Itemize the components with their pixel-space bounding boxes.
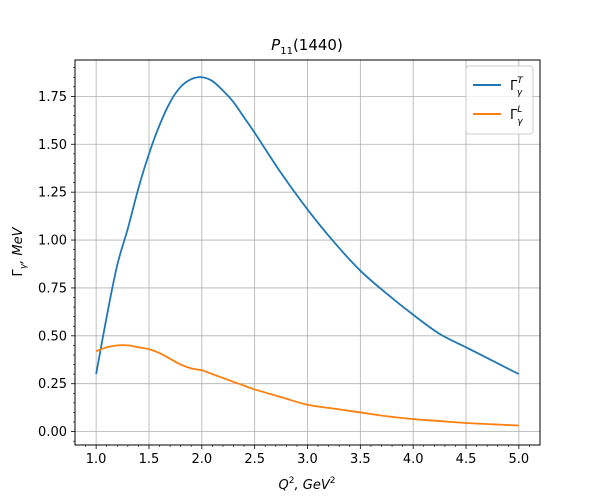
x-tick-label: 3.0 — [297, 452, 318, 467]
x-tick-label: 1.5 — [139, 452, 160, 467]
y-tick-label: 0.50 — [38, 329, 67, 344]
y-tick-label: 0.00 — [38, 425, 67, 440]
series-layer — [95, 76, 520, 427]
legend: ΓT γ ΓL γ — [465, 65, 534, 135]
legend-label-longitudinal: ΓL γ — [510, 105, 523, 127]
x-tick-label: 1.0 — [86, 452, 107, 467]
legend-label-longitudinal-greek: Γ — [510, 108, 518, 123]
legend-box — [465, 65, 534, 135]
y-axis-label-greek: Γ — [11, 268, 26, 276]
series-line-longitudinal — [95, 344, 519, 427]
y-tick-label: 1.00 — [38, 234, 67, 249]
y-axis-label-rest: , MeV — [11, 226, 26, 263]
y-tick-label: 1.75 — [38, 90, 67, 105]
x-tick-label: 2.0 — [191, 452, 212, 467]
y-tick-label: 1.50 — [38, 138, 67, 153]
x-tick-label: 5.0 — [509, 452, 530, 467]
y-axis-label: Γγ, MeV — [11, 226, 29, 276]
legend-label-longitudinal-sup: L — [517, 105, 522, 115]
y-tick-label: 0.25 — [38, 377, 67, 392]
chart-title: P11(1440) — [271, 36, 343, 57]
x-axis-label-base: Q — [279, 478, 289, 493]
y-tick-label: 1.25 — [38, 186, 67, 201]
legend-label-longitudinal-sub: γ — [517, 117, 523, 127]
y-tick-label: 0.75 — [38, 281, 67, 296]
title-main: P — [271, 36, 281, 54]
series-line-transverse — [95, 76, 520, 375]
title-sub: 11 — [280, 46, 293, 57]
y-axis-label-sub: γ — [19, 263, 29, 269]
x-axis-label-mid: , GeV — [295, 478, 331, 493]
x-tick-label: 4.0 — [403, 452, 424, 467]
x-axis-label: Q2, GeV2 — [279, 476, 336, 493]
legend-label-transverse: ΓT γ — [510, 76, 524, 98]
legend-label-transverse-sub: γ — [517, 88, 523, 98]
legend-label-transverse-sup: T — [517, 76, 524, 86]
x-tick-label: 4.5 — [456, 452, 477, 467]
x-axis-label-sup2: 2 — [330, 476, 336, 486]
legend-label-transverse-greek: Γ — [510, 79, 518, 94]
title-suffix: (1440) — [293, 36, 343, 54]
ticks: 1.0 1.5 2.0 2.5 3.0 3.5 4.0 4.5 5.0 0.00 0.25 0.50 0… — [38, 67, 530, 467]
x-axis-label-sup: 2 — [289, 476, 295, 486]
x-tick-label: 3.5 — [350, 452, 371, 467]
x-tick-label: 2.5 — [244, 452, 265, 467]
